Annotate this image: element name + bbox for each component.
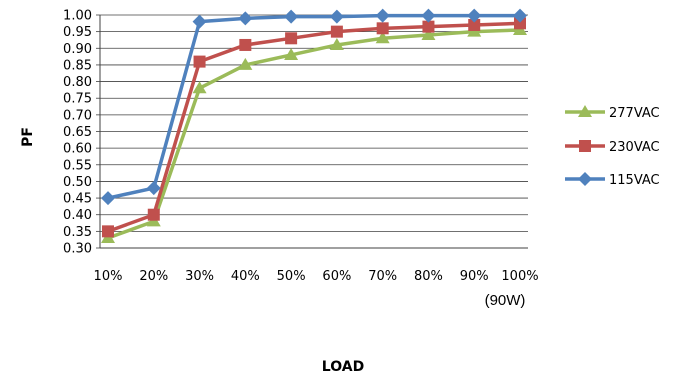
y-tick-label: 0.90 — [63, 42, 92, 57]
legend-label-277VAC: 277VAC — [609, 106, 660, 121]
data-point-triangle — [578, 105, 592, 117]
legend: 277VAC 230VAC 115VAC — [565, 105, 660, 188]
data-point-diamond — [284, 9, 299, 24]
data-point-square — [285, 32, 298, 45]
y-tick-label: 0.85 — [63, 58, 92, 73]
data-point-triangle — [284, 47, 299, 60]
y-tick-label: 0.55 — [63, 158, 92, 173]
y-tick-label: 0.30 — [63, 242, 92, 257]
series-lines — [107, 13, 521, 240]
y-axis-title: PF — [20, 127, 36, 147]
x-tick-label: 30% — [185, 269, 214, 284]
data-point-triangle — [421, 27, 436, 40]
plot-area — [0, 0, 555, 326]
data-point-diamond — [375, 8, 390, 23]
y-tick-label: 0.45 — [63, 192, 92, 207]
x-tick-label: 70% — [368, 269, 397, 284]
data-point-square — [102, 225, 114, 238]
y-tick-label: 0.65 — [63, 125, 92, 140]
x-tick-label: 10% — [94, 269, 123, 284]
tick-labels: 0.30 0.35 0.400.45 0.50 0.550.60 0.65 0.700.75… — [63, 9, 539, 285]
x-tick-label: 40% — [231, 269, 260, 284]
x-tick-label: 60% — [322, 269, 351, 284]
series-line-230VAC — [107, 21, 521, 234]
x-tick-label: 90% — [460, 269, 489, 284]
data-point-diamond — [513, 8, 527, 23]
data-point-diamond — [329, 9, 344, 24]
legend-label-115VAC: 115VAC — [609, 173, 660, 188]
data-point-diamond — [146, 181, 161, 196]
y-tick-label: 0.50 — [63, 175, 92, 190]
data-point-square — [422, 20, 435, 33]
data-point-triangle — [329, 37, 344, 50]
y-tick-label: 0.75 — [63, 92, 92, 107]
y-tick-label: 0.60 — [63, 142, 92, 157]
data-point-triangle — [238, 57, 253, 70]
data-point-diamond — [467, 8, 482, 23]
y-tick-label: 1.00 — [63, 9, 92, 24]
data-point-triangle — [375, 31, 390, 44]
data-point-diamond — [578, 172, 592, 186]
data-point-diamond — [101, 191, 115, 206]
data-point-square — [193, 55, 206, 68]
data-point-diamond — [192, 14, 207, 29]
data-point-square — [147, 208, 160, 221]
data-point-square — [514, 17, 526, 30]
x-tick-label: 80% — [414, 269, 443, 284]
data-point-square — [330, 25, 343, 38]
y-tick-label: 0.80 — [63, 75, 92, 90]
x-tick-label: 50% — [277, 269, 306, 284]
data-point-square — [239, 38, 252, 51]
y-tick-label: 0.35 — [63, 225, 92, 240]
series-line-277VAC — [107, 28, 521, 240]
data-point-square — [376, 22, 389, 35]
y-tick-label: 0.70 — [63, 108, 92, 123]
y-tick-label: 0.95 — [63, 25, 92, 40]
x-axis-title: LOAD — [322, 359, 364, 375]
data-point-triangle — [192, 81, 207, 94]
y-tick-label: 0.40 — [63, 208, 92, 223]
series-markers — [101, 8, 527, 244]
axes — [96, 14, 528, 249]
data-point-diamond — [238, 11, 253, 26]
x-tick-label: 100% — [501, 269, 538, 284]
x-tick-label: 20% — [139, 269, 168, 284]
data-point-diamond — [421, 8, 436, 23]
data-point-square — [468, 18, 481, 31]
x-unit-note: (90W) — [485, 292, 526, 309]
legend-label-230VAC: 230VAC — [609, 140, 660, 155]
series-line-115VAC — [107, 13, 520, 200]
data-point-square — [579, 140, 591, 152]
